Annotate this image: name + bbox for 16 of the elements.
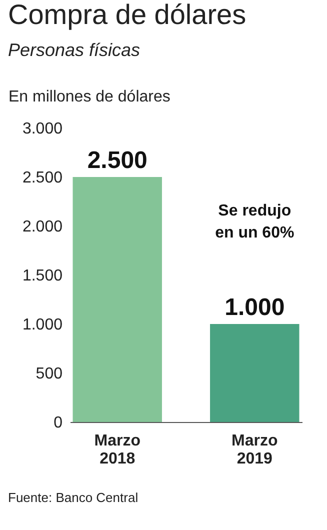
y-tick-label: 1.000 [22, 316, 63, 334]
y-tick-label: 500 [36, 366, 63, 382]
chart-subtitle: Personas físicas [8, 40, 140, 60]
annotation: Se redujo en un 60% [215, 202, 294, 242]
y-tick-label: 3.000 [22, 120, 63, 138]
y-tick-label: 1.500 [22, 268, 63, 284]
chart-title: Compra de dólares [8, 0, 246, 30]
y-tick-label: 0 [54, 414, 63, 432]
source-note: Fuente: Banco Central [7, 489, 140, 505]
x-tick-label: Marzo 2018 [94, 432, 141, 468]
data-label: 2.500 [87, 147, 148, 174]
y-tick-label: 2.500 [22, 170, 63, 186]
data-label: 1.000 [224, 294, 285, 321]
y-tick-label: 2.000 [22, 218, 63, 236]
y-axis-title: En millones de dólares [8, 88, 170, 106]
x-tick-label: Marzo 2019 [232, 432, 278, 468]
